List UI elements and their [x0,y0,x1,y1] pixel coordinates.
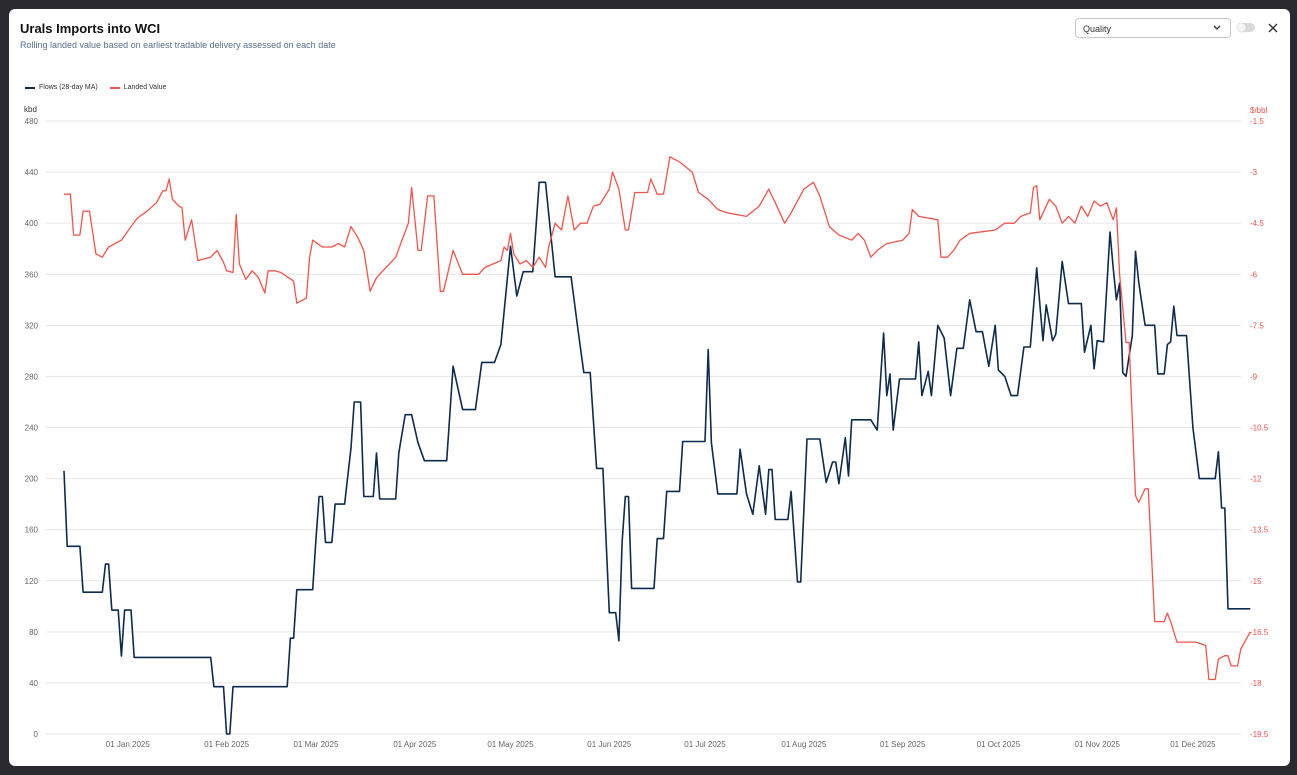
legend-label-flows: Flows (28-day MA) [39,84,98,91]
y-left-tick-label: 160 [25,526,39,535]
dual-axis-line-chart: 0 40 80 120 160 200 240 280 320 360 400 440 480 -19.5… [24,105,1269,749]
x-tick-label: 01 Nov 2025 [1075,740,1121,749]
y-right-tick-label: -19.5 [1250,730,1269,739]
legend-swatch-flows [25,86,35,89]
y-right-tick-label: -18 [1250,679,1262,688]
y-left-tick-label: 0 [34,730,39,739]
x-tick-label: 01 Apr 2025 [393,740,437,749]
y-right-tick-label: -4.5 [1250,219,1264,228]
page-title: Urals Imports into WCI [20,21,161,36]
y-right-tick-label: -6 [1250,270,1258,279]
series-line-landed-value [64,156,1251,681]
x-tick-label: 01 Jun 2025 [587,740,632,749]
x-tick-label: 01 Jul 2025 [684,740,726,749]
y-right-tick-label: -7.5 [1250,321,1264,330]
x-tick-label: 01 Dec 2025 [1170,740,1216,749]
y-left-tick-label: 80 [29,628,38,637]
chevron-down-icon [1213,25,1221,30]
x-tick-label: 01 Aug 2025 [781,740,826,749]
legend-item-flows[interactable]: Flows (28-day MA) [25,84,98,91]
quality-select-value: Quality [1083,24,1112,34]
toggle-knob [1237,23,1246,32]
x-tick-label: 01 Mar 2025 [293,740,338,749]
x-tick-label: 01 May 2025 [487,740,534,749]
y-right-tick-label: -12 [1250,475,1262,484]
y-left-tick-label: 120 [25,577,39,586]
quality-select[interactable]: Quality [1075,18,1231,38]
chart-modal: Urals Imports into WCI Rolling landed va… [9,9,1290,766]
legend-label-landed: Landed Value [123,84,167,91]
close-icon[interactable] [1267,22,1279,34]
x-tick-label: 01 Oct 2025 [977,740,1021,749]
y-left-tick-label: 240 [25,424,39,433]
y-right-tick-label: -16.5 [1250,628,1269,637]
y-right-tick-label: -10.5 [1250,424,1269,433]
y-right-tick-label: -1.5 [1250,117,1264,126]
y-left-tick-label: 320 [25,321,39,330]
y-left-tick-label: 40 [29,679,38,688]
chart-legend: Flows (28-day MA) Landed Value [25,84,166,91]
toggle-switch[interactable] [1237,23,1255,32]
page-subtitle: Rolling landed value based on earliest t… [20,40,336,50]
x-tick-label: 01 Sep 2025 [880,740,926,749]
y-left-tick-label: 440 [25,168,39,177]
y-left-tick-label: 480 [25,117,39,126]
y-left-tick-label: 200 [25,475,39,484]
y-left-tick-label: 280 [25,372,39,381]
y-right-tick-label: -3 [1250,168,1258,177]
legend-swatch-landed [109,86,120,89]
y-right-tick-label: -15 [1250,577,1262,586]
y-left-tick-label: 360 [25,270,39,279]
y-right-tick-label: -9 [1250,372,1258,381]
x-tick-label: 01 Feb 2025 [204,740,249,749]
y-right-axis-label: $/bbl [1250,106,1268,115]
y-left-axis-label: kbd [24,105,37,114]
y-left-tick-label: 400 [25,219,39,228]
series-line-flows [63,181,1251,735]
y-right-tick-label: -13.5 [1250,526,1269,535]
x-tick-label: 01 Jan 2025 [106,740,151,749]
legend-item-landed[interactable]: Landed Value [109,84,167,91]
